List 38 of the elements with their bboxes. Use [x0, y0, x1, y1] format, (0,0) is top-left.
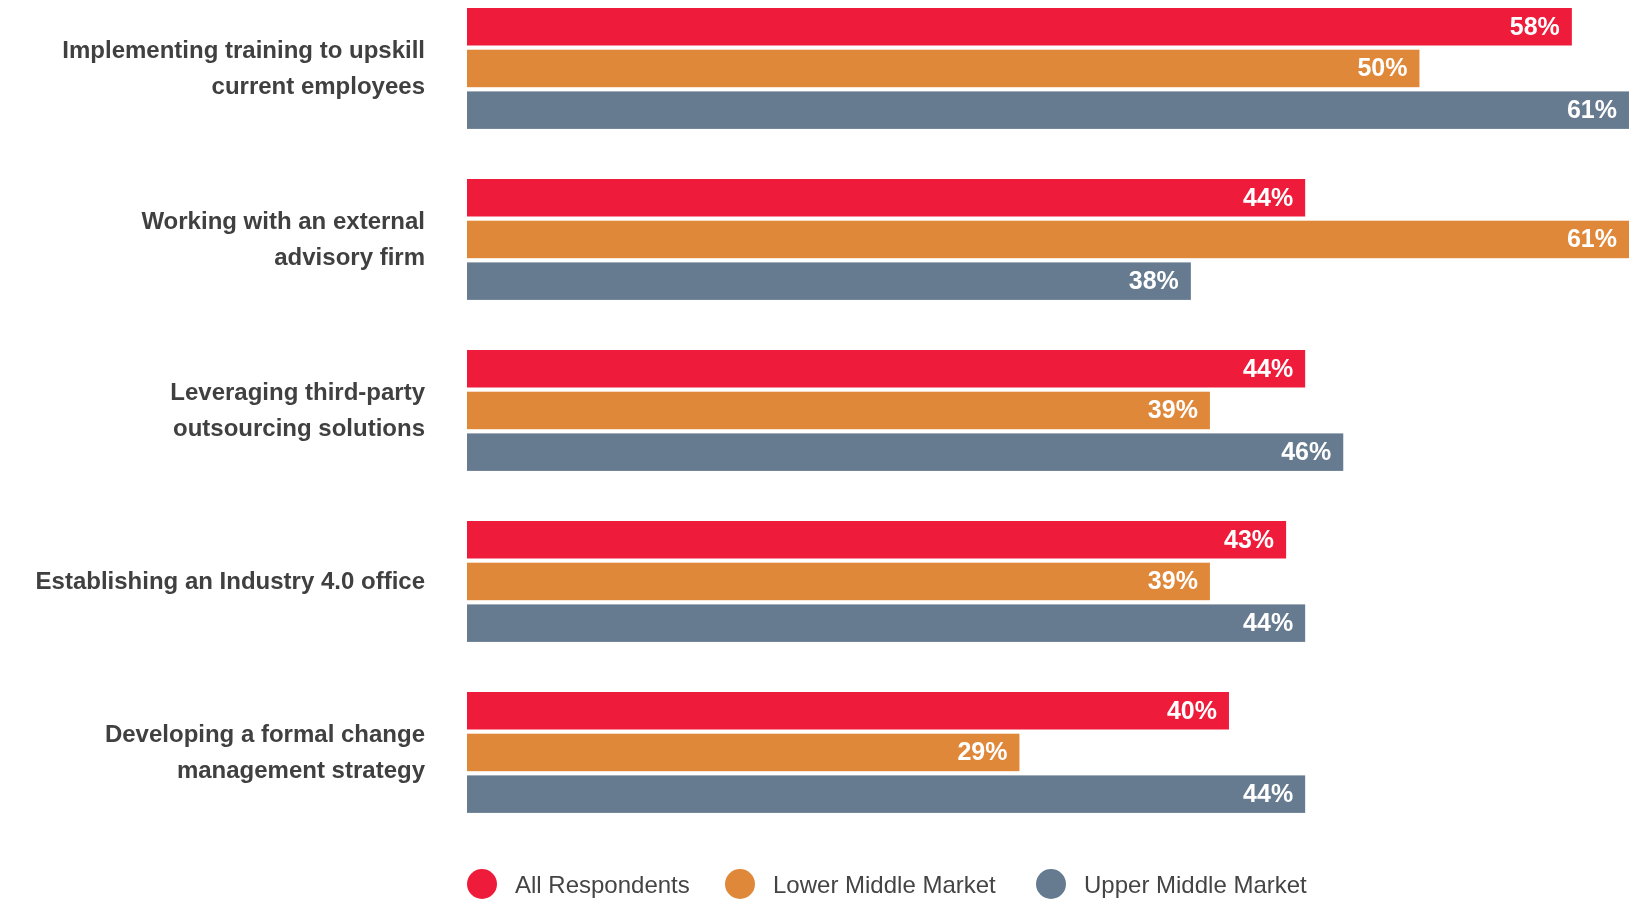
bar	[467, 391, 1210, 430]
legend-label: All Respondents	[515, 871, 690, 898]
y-tick-label: Working with an external advisory firm	[141, 207, 425, 271]
data-label: 44%	[1243, 182, 1294, 211]
bar	[467, 179, 1306, 217]
data-label: 61%	[1566, 224, 1617, 253]
data-label: 29%	[957, 737, 1008, 766]
legend-label: Lower Middle Market	[773, 871, 997, 898]
bar	[467, 220, 1629, 259]
y-tick-label: Implementing training to upskill current employees	[62, 36, 425, 100]
data-label: 61%	[1566, 95, 1617, 124]
data-label: 44%	[1243, 608, 1294, 637]
data-label: 58%	[1509, 11, 1560, 40]
data-label: 44%	[1243, 353, 1294, 382]
bar	[467, 262, 1191, 300]
bar	[467, 733, 1020, 772]
bar	[467, 604, 1306, 642]
bar	[467, 775, 1306, 813]
data-label: 44%	[1243, 779, 1294, 808]
bar	[467, 433, 1344, 471]
data-label: 39%	[1147, 566, 1198, 595]
y-tick-label: Establishing an Industry 4.0 office	[35, 567, 425, 595]
bar	[467, 562, 1210, 601]
bar	[467, 8, 1572, 46]
legend-label: Upper Middle Market	[1084, 871, 1308, 898]
data-label: 50%	[1357, 53, 1408, 82]
bar	[467, 91, 1629, 129]
bar	[467, 692, 1229, 730]
y-tick-label: Leveraging third-party outsourcing solutions	[170, 378, 426, 442]
data-label: 43%	[1224, 524, 1275, 553]
data-label: 46%	[1281, 437, 1332, 466]
data-label: 40%	[1166, 695, 1217, 724]
bar	[467, 350, 1306, 388]
data-label: 39%	[1147, 395, 1198, 424]
bar	[467, 521, 1287, 559]
bar	[467, 49, 1420, 88]
data-label: 38%	[1128, 266, 1179, 295]
y-tick-label: Developing a formal change management strategy	[104, 720, 426, 784]
